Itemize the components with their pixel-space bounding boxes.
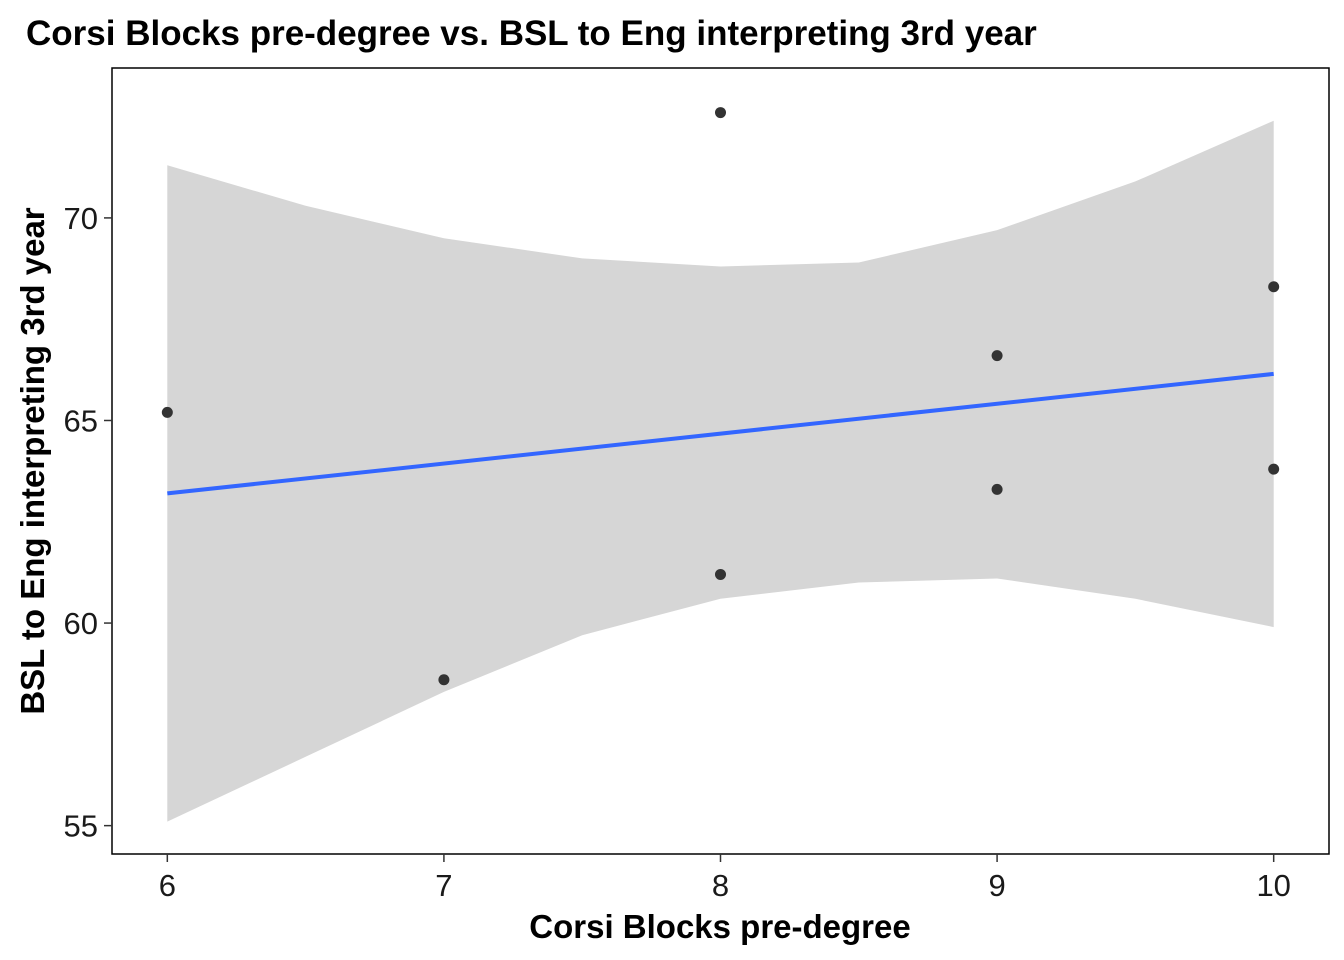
y-tick-label: 65	[64, 403, 98, 438]
data-point	[715, 568, 726, 580]
data-point	[1268, 281, 1280, 293]
x-tick-label: 9	[988, 868, 1005, 903]
x-tick-label: 7	[435, 868, 452, 903]
confidence-band	[167, 120, 1274, 822]
x-axis: 6 7 8 9 10	[159, 854, 1291, 903]
regression-line	[167, 371, 1274, 496]
y-axis: 55 60 65 70	[64, 201, 112, 844]
data-point	[715, 107, 726, 119]
data-points-layer	[161, 107, 1280, 686]
data-point	[991, 483, 1003, 495]
y-tick-label: 70	[64, 201, 98, 236]
data-point	[991, 350, 1003, 362]
y-axis-title: BSL to Eng interpreting 3rd year	[14, 207, 51, 714]
data-point	[438, 674, 450, 686]
regression-line-layer	[167, 371, 1274, 496]
y-tick-label: 55	[64, 809, 98, 844]
data-point	[161, 406, 173, 418]
x-tick-label: 6	[159, 868, 176, 903]
data-point	[1268, 463, 1280, 475]
chart-title: Corsi Blocks pre-degree vs. BSL to Eng i…	[26, 14, 1037, 53]
x-tick-label: 10	[1256, 868, 1290, 903]
y-tick-label: 60	[64, 606, 98, 641]
confidence-band-layer	[167, 120, 1274, 822]
x-axis-title: Corsi Blocks pre-degree	[529, 908, 910, 945]
x-tick-label: 8	[712, 868, 729, 903]
